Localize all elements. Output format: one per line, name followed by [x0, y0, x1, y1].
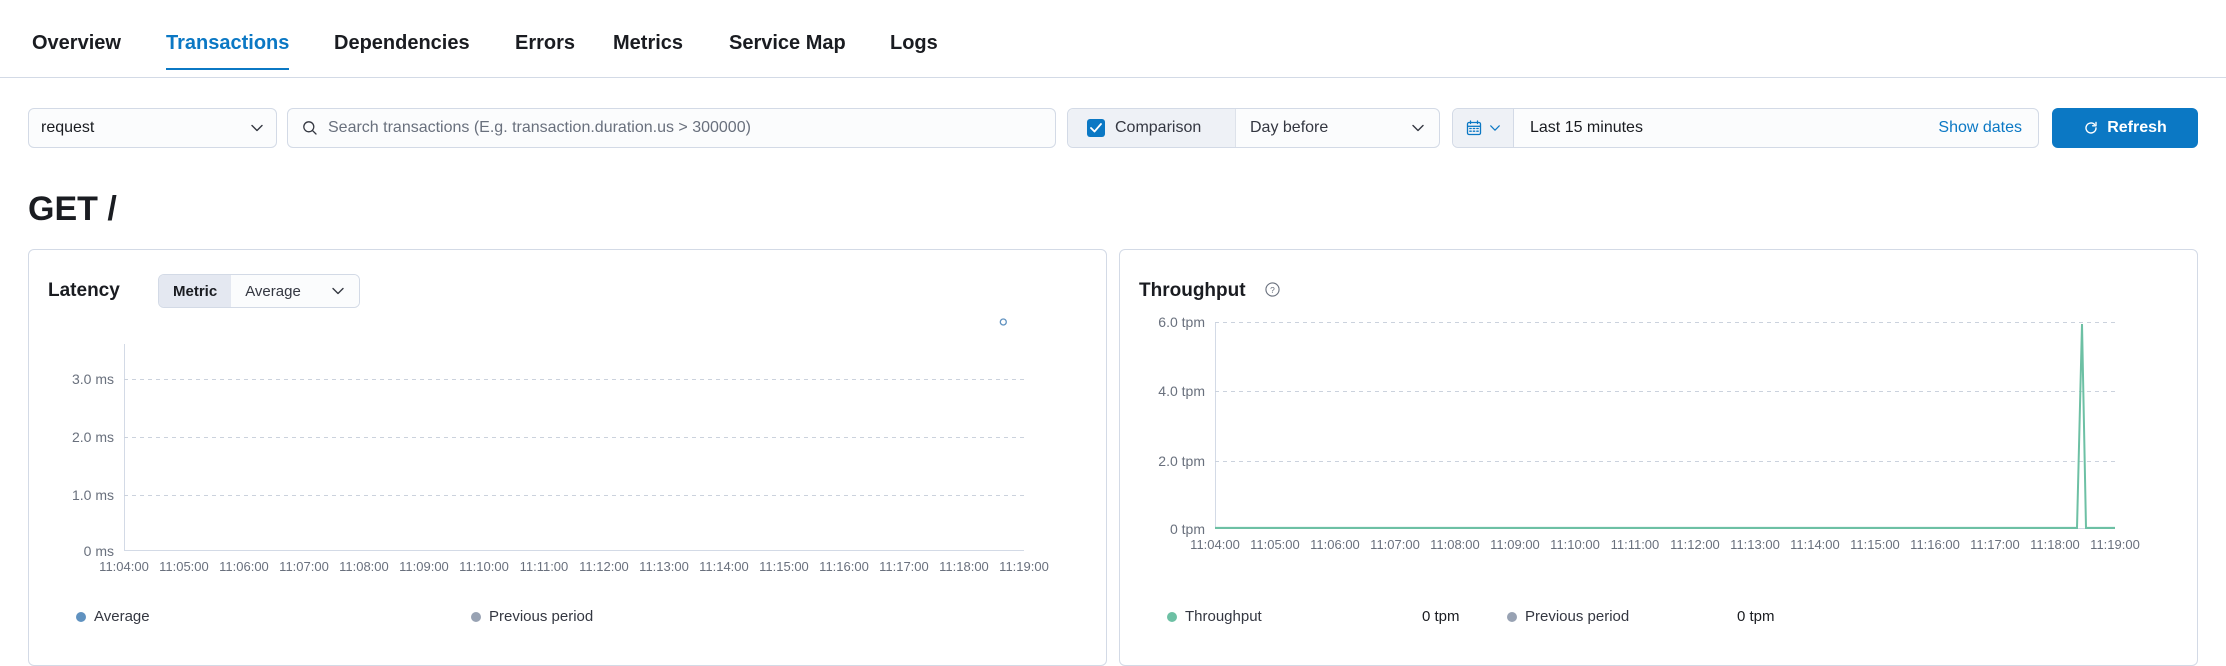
svg-text:?: ? [1270, 285, 1275, 295]
